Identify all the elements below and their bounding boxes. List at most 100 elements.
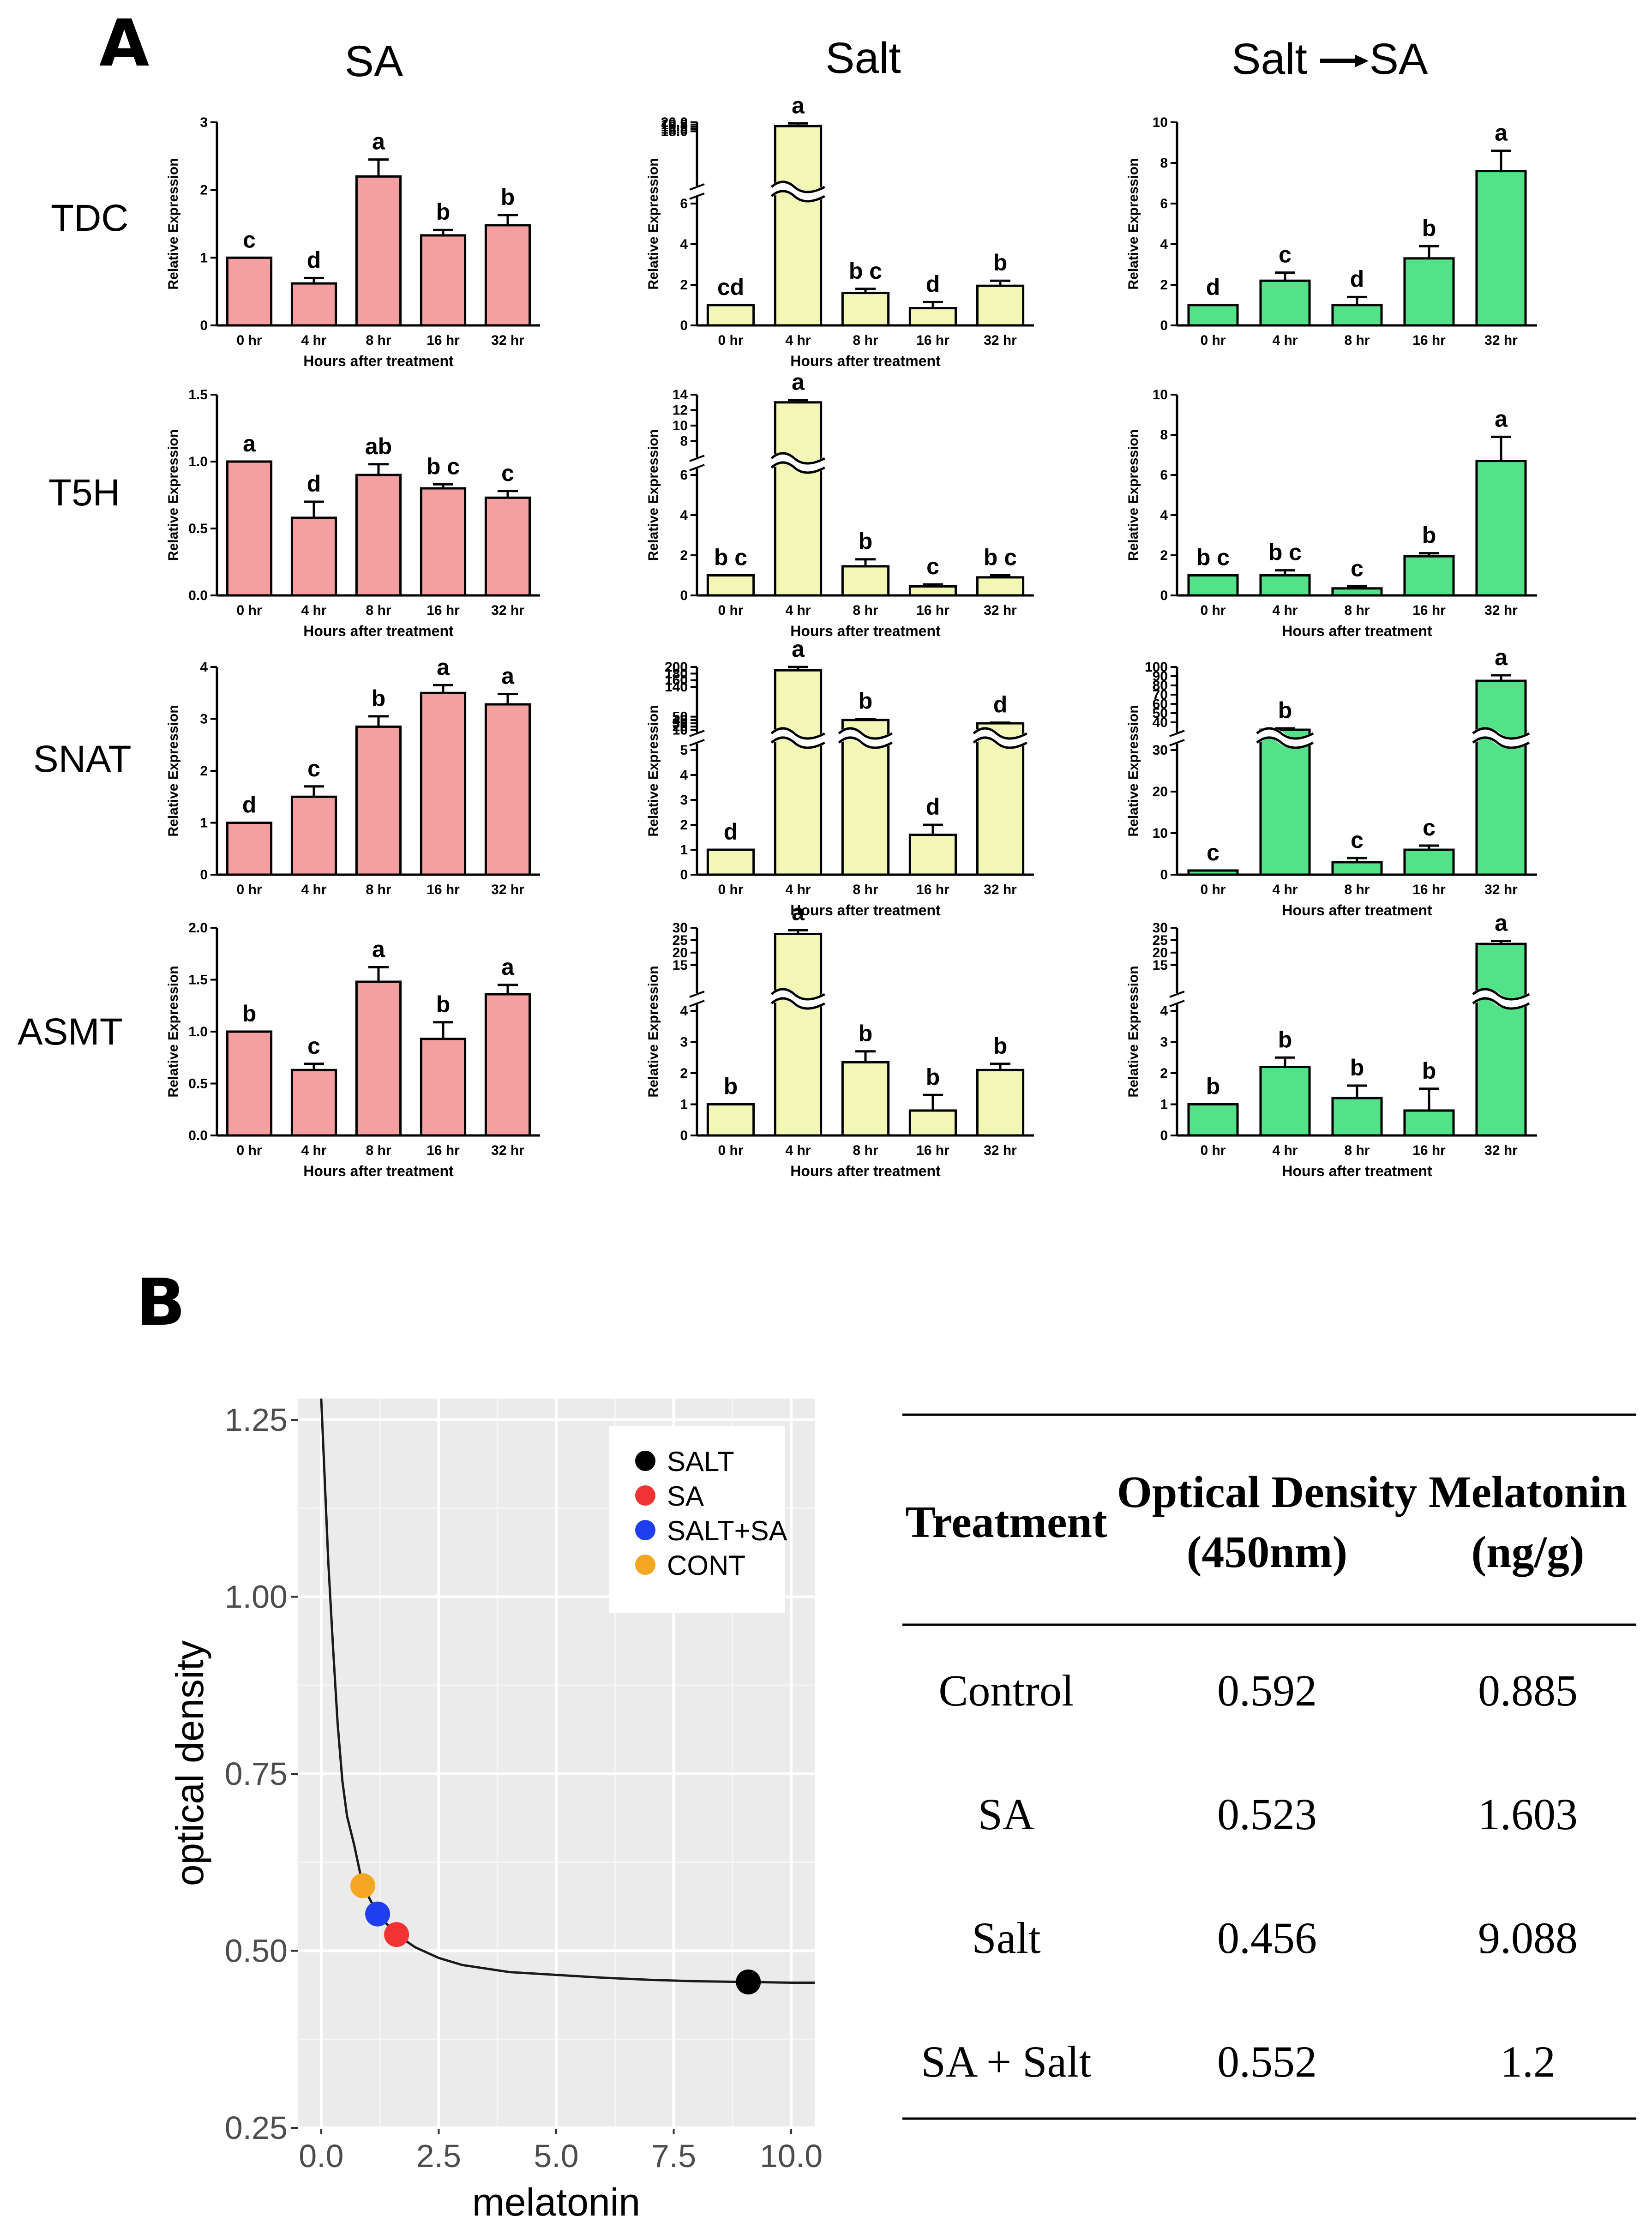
axis-break-mark bbox=[1253, 727, 1316, 749]
bar bbox=[1259, 728, 1311, 876]
significance-letter: b bbox=[859, 528, 873, 554]
y-tick-label: 2 bbox=[680, 1066, 688, 1081]
data-point-sa bbox=[384, 1922, 409, 1947]
x-tick-label: 8 hr bbox=[366, 1143, 391, 1158]
y-tick-label: 70 bbox=[1153, 687, 1168, 703]
bar bbox=[226, 256, 273, 327]
table-cell: 1.603 bbox=[1478, 1790, 1578, 1839]
y-axis-break-slash bbox=[689, 464, 705, 471]
y-axis-break-slash bbox=[1169, 1000, 1185, 1007]
x-tick-label: 8 hr bbox=[366, 333, 391, 348]
y-axis-break-gap bbox=[693, 186, 701, 197]
axis-break-line bbox=[973, 727, 1027, 740]
bar bbox=[841, 565, 890, 597]
significance-letter: b bbox=[926, 1064, 940, 1090]
y-tick-label: 30 bbox=[673, 716, 688, 731]
y-axis-title: Relative Expression bbox=[166, 966, 181, 1097]
y-tick-label: 1.25 bbox=[225, 1402, 288, 1438]
table-cell: 0.552 bbox=[1217, 2037, 1317, 2086]
axis-break-line bbox=[770, 452, 825, 465]
x-tick-label: 8 hr bbox=[366, 603, 391, 618]
significance-letter: b bbox=[859, 1021, 873, 1046]
bar bbox=[484, 703, 531, 876]
y-tick-label: 80 bbox=[1153, 678, 1168, 693]
significance-letter: a bbox=[501, 663, 515, 689]
axis-break-mark bbox=[768, 452, 828, 474]
y-tick-label: 5 bbox=[680, 743, 688, 758]
y-tick-label: 18.0 bbox=[661, 124, 688, 139]
y-tick-label: 0 bbox=[680, 1128, 688, 1143]
significance-letter: a bbox=[792, 92, 805, 118]
table-cell: 0.885 bbox=[1478, 1666, 1578, 1715]
x-axis-title: Hours after treatment bbox=[790, 623, 941, 639]
significance-letter: b c bbox=[984, 545, 1017, 571]
y-tick-label: 1.0 bbox=[188, 1024, 208, 1039]
y-tick-label: 0 bbox=[1160, 867, 1168, 883]
significance-letter: b bbox=[372, 685, 386, 711]
panel-b-table: Treatment Optical Density (450nm) Melato… bbox=[902, 1413, 1636, 2120]
bar bbox=[908, 1109, 957, 1137]
panel-a-label: A bbox=[99, 6, 149, 81]
significance-letter: c bbox=[501, 460, 514, 486]
y-tick-label: 12 bbox=[673, 403, 688, 418]
axis-break-mark bbox=[768, 727, 828, 749]
y-tick-label: 1 bbox=[680, 842, 688, 858]
y-tick-label: 6 bbox=[1160, 468, 1168, 483]
y-tick-label: 50 bbox=[1153, 706, 1168, 721]
bar bbox=[1403, 555, 1455, 597]
x-tick-label: 32 hr bbox=[1484, 882, 1518, 897]
axis-break-mark bbox=[768, 988, 828, 1009]
y-tick-label: 0 bbox=[680, 318, 688, 333]
x-tick-label: 0 hr bbox=[236, 882, 262, 897]
y-tick-label: 200 bbox=[665, 660, 688, 675]
data-point-salt-sa bbox=[365, 1901, 390, 1927]
axis-break-line bbox=[1472, 988, 1530, 1001]
axis-break-line bbox=[1256, 727, 1314, 740]
y-tick-label: 50 bbox=[673, 709, 688, 725]
y-tick-label: 15 bbox=[673, 958, 688, 973]
axis-break-line bbox=[1472, 736, 1530, 749]
y-tick-label: 40 bbox=[1153, 715, 1168, 730]
y-axis-title: Relative Expression bbox=[166, 429, 181, 561]
y-tick-label: 15 bbox=[1153, 958, 1168, 973]
y-tick-label: 2 bbox=[1160, 548, 1168, 563]
axis-break-line bbox=[1472, 997, 1530, 1010]
y-axis-break-gap bbox=[1173, 733, 1181, 744]
bar bbox=[1331, 587, 1383, 597]
y-axis-break-slash bbox=[689, 183, 705, 191]
x-tick-label: 32 hr bbox=[1484, 603, 1518, 618]
y-tick-label: 0.5 bbox=[188, 521, 208, 536]
y-tick-label: 10 bbox=[673, 418, 688, 433]
column-title-salt: Salt bbox=[825, 34, 901, 83]
x-tick-label: 32 hr bbox=[984, 1143, 1017, 1158]
x-tick-label: 10.0 bbox=[760, 2138, 823, 2174]
y-tick-label: 2 bbox=[1160, 1066, 1168, 1081]
x-axis-title: Hours after treatment bbox=[303, 1163, 454, 1179]
x-tick-label: 4 hr bbox=[1272, 882, 1298, 897]
significance-letter: b c bbox=[1196, 545, 1230, 571]
bar bbox=[774, 125, 823, 327]
bar bbox=[355, 725, 402, 876]
significance-letter: c bbox=[1351, 827, 1364, 853]
y-tick-label: 4 bbox=[1160, 1003, 1168, 1019]
bar bbox=[1187, 869, 1239, 876]
x-tick-label: 16 hr bbox=[1412, 1143, 1446, 1158]
y-axis-title: Relative Expression bbox=[646, 429, 661, 561]
bar bbox=[484, 224, 531, 327]
y-axis-title: Relative Expression bbox=[166, 158, 181, 289]
y-tick-label: 2 bbox=[680, 817, 688, 833]
bar bbox=[290, 1069, 337, 1137]
table-cell: Salt bbox=[972, 1913, 1041, 1963]
bar bbox=[420, 487, 467, 597]
x-tick-label: 0 hr bbox=[236, 603, 262, 618]
fitted-curve bbox=[320, 1398, 815, 1984]
y-axis-title: Relative Expression bbox=[1126, 705, 1141, 836]
y-tick-label: 8 bbox=[1160, 427, 1168, 443]
bar bbox=[706, 848, 755, 876]
significance-letter: a bbox=[792, 899, 805, 925]
bar bbox=[774, 932, 823, 1137]
y-tick-label: 0 bbox=[680, 588, 688, 603]
